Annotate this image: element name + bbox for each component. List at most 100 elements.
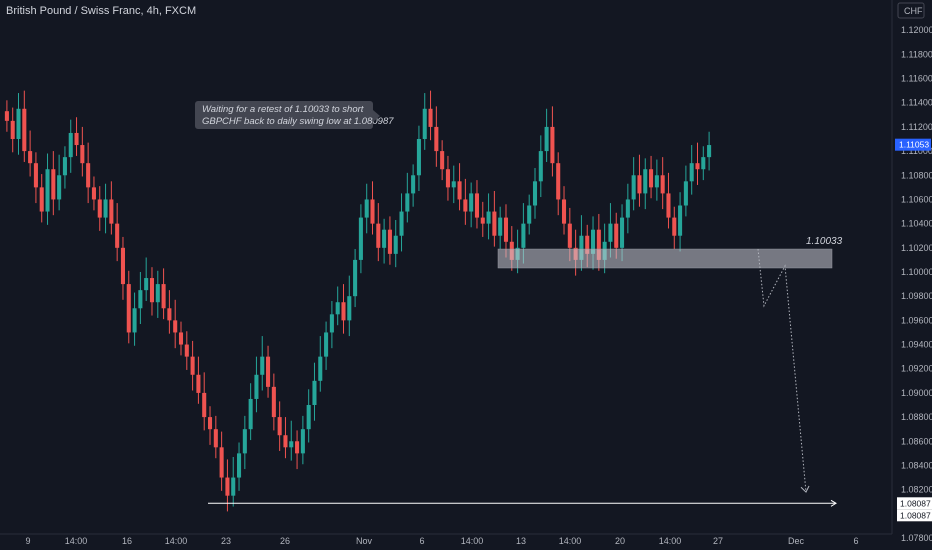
time-tick-label: 14:00 — [659, 536, 682, 546]
candle-body — [109, 199, 114, 224]
candle-body — [521, 223, 526, 248]
time-tick-label: 26 — [280, 536, 290, 546]
candle-body — [364, 199, 369, 218]
price-tick-label: 1.08200 — [901, 485, 932, 495]
note-line-1: Waiting for a retest of 1.10033 to short — [202, 104, 364, 115]
price-tick-label: 1.09800 — [901, 291, 932, 301]
candle-body — [277, 417, 282, 436]
target-price-badge-b — [897, 509, 932, 522]
candle-body — [463, 199, 468, 212]
candle-body — [300, 429, 305, 454]
candle-body — [585, 235, 590, 254]
resistance-zone — [497, 248, 833, 269]
candle-body — [387, 229, 392, 254]
candle-body — [149, 278, 155, 303]
candle-body — [411, 175, 416, 194]
price-tick-label: 1.08400 — [901, 460, 932, 470]
candle-body — [39, 187, 44, 212]
candle-body — [649, 169, 654, 188]
candle-body — [370, 199, 375, 224]
price-tick-label: 1.10400 — [901, 219, 932, 229]
candle-body — [643, 169, 648, 194]
time-tick-label: Nov — [356, 536, 373, 546]
candle-body — [68, 132, 73, 158]
candle-body — [271, 386, 276, 418]
candle-body — [451, 181, 456, 188]
candle-body — [115, 223, 120, 248]
candle-body — [625, 199, 630, 218]
trade-idea-note: Waiting for a retest of 1.10033 to short… — [195, 101, 394, 129]
candle-body — [567, 223, 572, 248]
price-tick-label: 1.10800 — [901, 170, 932, 180]
candle-body — [614, 223, 619, 248]
candle-body — [91, 187, 96, 200]
candle-body — [683, 181, 688, 206]
candle-body — [486, 211, 491, 224]
candle-body — [33, 163, 38, 188]
candle-body — [399, 211, 404, 236]
candle-body — [428, 108, 433, 127]
candle-body — [237, 453, 242, 478]
chart-title: British Pound / Swiss Franc, 4h, FXCM — [6, 5, 197, 17]
candle-body — [596, 229, 601, 260]
candle-body — [353, 259, 358, 297]
time-tick-label: 23 — [221, 536, 231, 546]
candle-body — [422, 108, 427, 139]
note-line-2: GBPCHF back to daily swing low at 1.0809… — [202, 116, 394, 127]
candle-body — [260, 356, 265, 375]
candle-body — [544, 126, 549, 152]
candles — [4, 90, 712, 512]
price-tick-label: 1.09000 — [901, 388, 932, 398]
candle-body — [231, 477, 236, 496]
candle-body — [62, 157, 67, 176]
candle-body — [631, 175, 636, 200]
candle-body — [207, 417, 213, 430]
candle-body — [289, 441, 294, 448]
candle-body — [347, 296, 352, 321]
candle-body — [335, 302, 340, 315]
price-tick-label: 1.10200 — [901, 243, 932, 253]
candle-body — [666, 193, 671, 218]
candle-body — [445, 169, 450, 188]
current-price-label: 1.11053 — [899, 140, 929, 150]
candle-body — [202, 392, 207, 418]
target-price-badge-a — [897, 497, 932, 510]
time-tick-label: 6 — [419, 536, 424, 546]
candle-body — [266, 356, 271, 387]
target-level-arrowhead — [830, 499, 837, 507]
price-tick-label: 1.11400 — [901, 98, 932, 108]
zone-price-label: 1.10033 — [806, 236, 843, 247]
price-tick-label: 1.10000 — [901, 267, 932, 277]
candle-body — [469, 193, 474, 212]
price-tick-label: 1.12000 — [901, 25, 932, 35]
candle-body — [138, 290, 143, 309]
candle-body — [97, 199, 102, 218]
candle-body — [295, 441, 300, 454]
candle-body — [144, 278, 149, 291]
candle-body — [16, 108, 21, 139]
candle-body — [178, 332, 184, 345]
candle-body — [86, 163, 91, 188]
candle-body — [376, 223, 381, 248]
candle-body — [80, 145, 85, 164]
candle-body — [167, 308, 172, 321]
candle-body — [556, 163, 561, 200]
candle-body — [527, 205, 532, 224]
currency-badge-label: CHF — [904, 6, 923, 16]
candle-body — [701, 157, 706, 170]
candle-body — [358, 217, 363, 260]
candle-body — [579, 235, 584, 260]
candle-body — [382, 229, 387, 248]
candle-body — [608, 223, 613, 242]
price-tick-label: 1.09600 — [901, 315, 932, 325]
candle-body — [312, 380, 317, 405]
candle-body — [538, 151, 543, 182]
price-tick-label: 1.09400 — [901, 340, 932, 350]
candle-body — [161, 284, 166, 309]
candle-body — [620, 217, 625, 248]
candle-body — [173, 320, 178, 333]
candle-body — [498, 217, 503, 236]
candle-body — [126, 284, 131, 333]
candle-body — [591, 229, 596, 254]
